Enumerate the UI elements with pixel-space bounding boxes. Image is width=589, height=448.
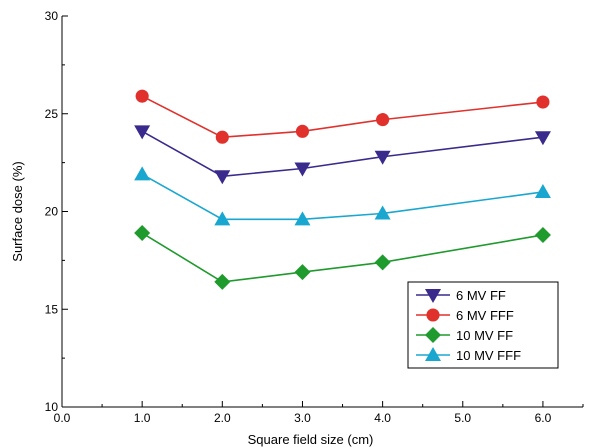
data-point: [215, 130, 229, 144]
legend-marker: [425, 289, 441, 303]
x-tick-label: 0.0: [54, 411, 71, 425]
data-point: [374, 205, 391, 220]
x-tick-label: 6.0: [535, 411, 552, 425]
series-2: [134, 225, 551, 290]
legend-label: 10 MV FF: [456, 328, 513, 343]
data-point: [374, 150, 391, 165]
legend-marker: [425, 327, 441, 343]
legend: 6 MV FF 6 MV FFF 10 MV FF 10 MV FFF: [407, 281, 559, 369]
series-line: [141, 130, 544, 178]
data-point: [294, 264, 311, 281]
legend-marker: [426, 308, 440, 322]
data-point: [534, 226, 551, 243]
data-point: [214, 170, 231, 185]
data-point: [534, 131, 551, 146]
data-point: [214, 273, 231, 290]
y-tick-label: 30: [45, 9, 59, 23]
x-tick-label: 2.0: [214, 411, 231, 425]
legend-label: 10 MV FFF: [456, 348, 521, 363]
x-tick-label: 1.0: [134, 411, 151, 425]
data-point: [134, 125, 151, 140]
legend-marker: [425, 347, 441, 361]
x-tick-label: 4.0: [374, 411, 391, 425]
data-point: [134, 166, 151, 181]
series-line: [141, 173, 544, 221]
legend-label: 6 MV FFF: [456, 308, 514, 323]
y-tick-label: 15: [45, 302, 59, 316]
x-tick-label: 3.0: [294, 411, 311, 425]
legend-item: 10 MV FFF: [416, 347, 521, 363]
series-1: [135, 89, 550, 144]
data-point: [536, 95, 550, 109]
data-point: [295, 124, 310, 138]
data-point: [294, 162, 311, 177]
series-3: [134, 166, 551, 226]
x-tick-label: 5.0: [454, 411, 471, 425]
legend-label: 6 MV FF: [456, 288, 506, 303]
series-layer: [134, 89, 551, 290]
data-point: [134, 225, 151, 242]
data-point: [214, 211, 231, 226]
y-axis-title: Surface dose (%): [10, 161, 25, 261]
data-point: [135, 89, 149, 103]
y-tick-label: 10: [45, 400, 59, 414]
x-axis-title: Square field size (cm): [248, 432, 374, 447]
data-point: [534, 183, 551, 198]
x-axis-ticks: 0.0 1.0 2.0 3.0 4.0 5.0 6.0: [54, 401, 584, 425]
y-tick-label: 20: [45, 205, 59, 219]
data-point: [374, 254, 391, 271]
series-0: [134, 125, 551, 185]
legend-item: 10 MV FF: [416, 327, 513, 343]
series-line: [141, 95, 544, 139]
y-tick-label: 25: [45, 107, 59, 121]
data-point: [294, 211, 311, 226]
legend-item: 6 MV FFF: [416, 308, 514, 323]
data-point: [376, 113, 390, 127]
series-line: [141, 232, 544, 283]
y-axis-ticks: 10 15 20 25 30: [45, 9, 68, 414]
legend-item: 6 MV FF: [416, 288, 506, 303]
